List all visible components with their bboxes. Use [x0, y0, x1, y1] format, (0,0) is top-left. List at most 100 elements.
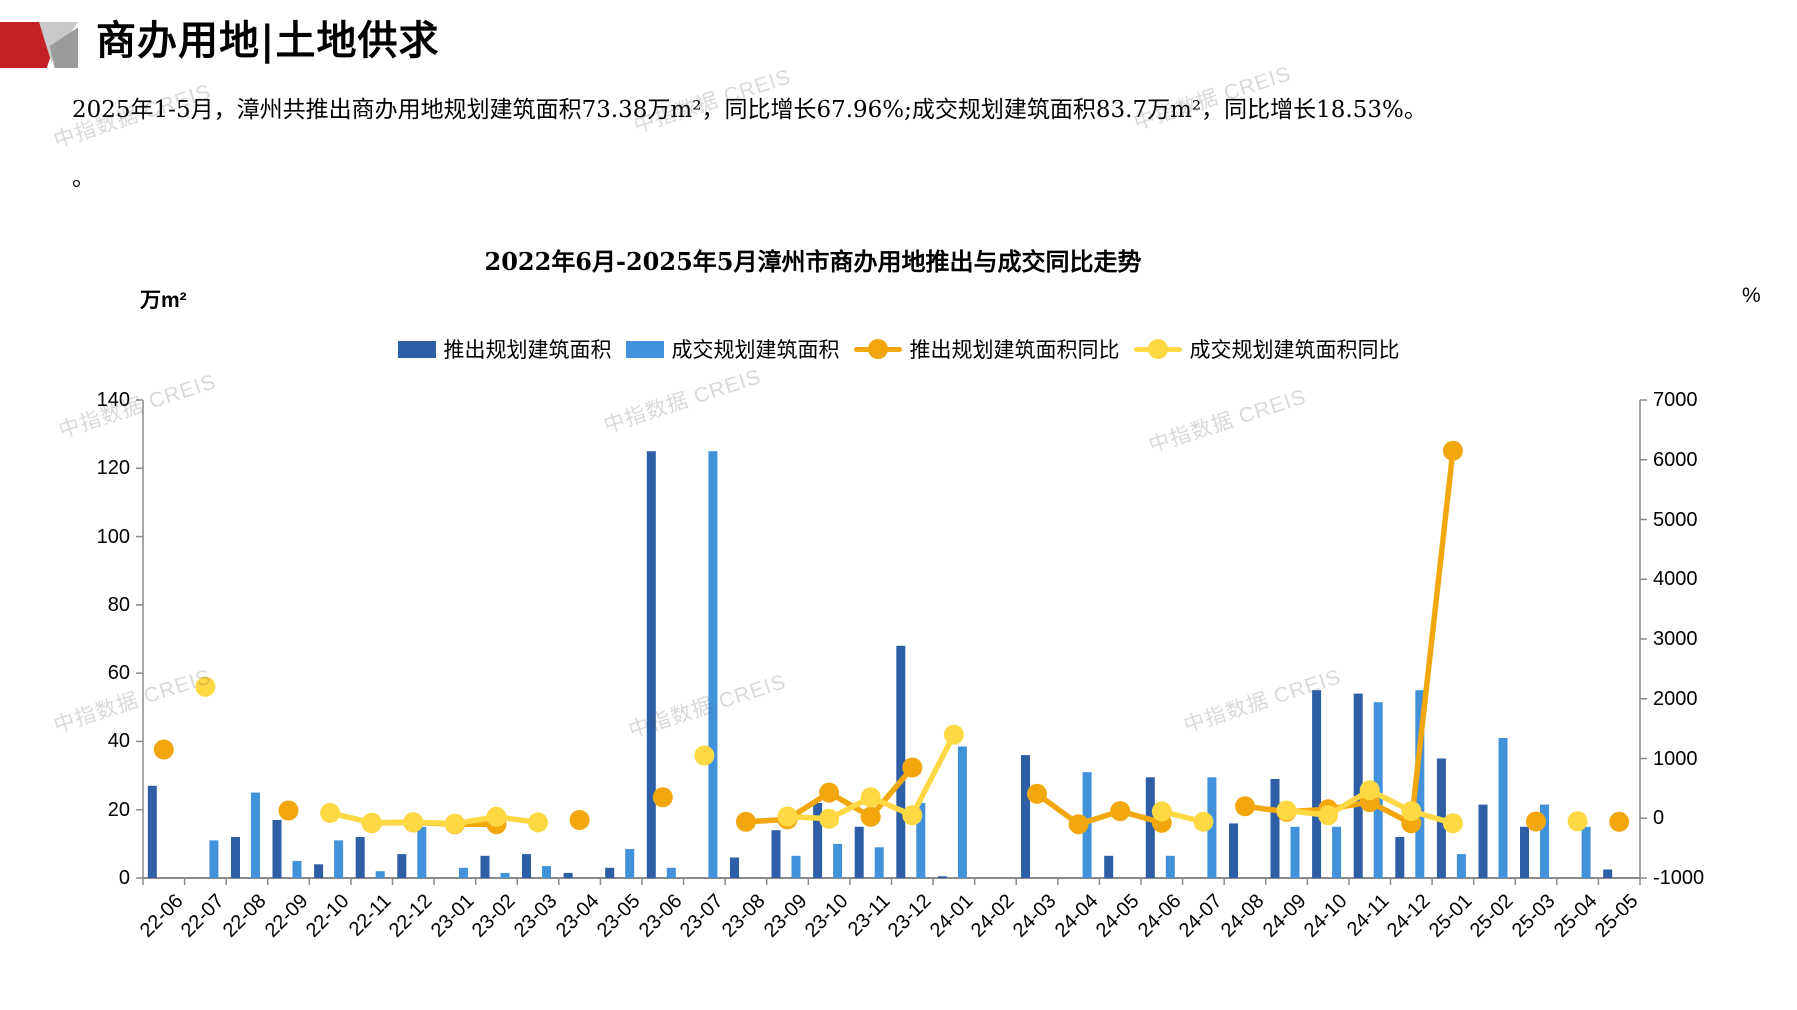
x-axis-tick: 23-05	[593, 890, 645, 942]
bar	[1165, 855, 1175, 878]
bar	[1270, 779, 1280, 878]
line-marker	[153, 739, 174, 760]
x-axis-tick: 24-02	[967, 890, 1020, 942]
line-marker	[694, 745, 715, 766]
x-axis-tick: 23-09	[759, 890, 812, 942]
bar	[854, 826, 864, 878]
bar	[771, 830, 781, 878]
x-axis-tick: 22-09	[260, 890, 313, 942]
line-marker	[1110, 801, 1131, 822]
x-axis-tick: 23-06	[634, 890, 687, 942]
x-axis-tick: 22-11	[344, 890, 396, 941]
x-axis-tick: 22-06	[135, 890, 188, 942]
line-marker	[860, 787, 881, 808]
bar	[605, 867, 615, 878]
line-marker	[1068, 814, 1089, 835]
bar	[666, 867, 676, 878]
legend-label: 推出规划建筑面积	[443, 338, 612, 362]
page-title: 商办用地|土地供求	[96, 17, 440, 64]
chart-svg	[136, 399, 1647, 885]
bar	[1104, 855, 1114, 878]
legend-label: 成交规划建筑面积	[671, 338, 840, 362]
bar	[708, 451, 718, 878]
x-axis-tick: 25-02	[1466, 890, 1519, 942]
bar	[1353, 693, 1363, 878]
line-marker	[361, 812, 382, 833]
bar	[334, 840, 344, 878]
line-marker	[1609, 811, 1630, 832]
left-axis-tick: 120	[96, 457, 130, 480]
x-axis-tick: 23-10	[800, 890, 853, 942]
line-marker	[1276, 800, 1297, 821]
line-marker	[1401, 801, 1422, 822]
bar	[1456, 854, 1466, 878]
bar	[209, 840, 219, 878]
x-axis-tick: 22-10	[301, 890, 354, 942]
left-axis-tick: 0	[118, 867, 130, 889]
plot-area	[136, 399, 1647, 885]
x-axis-tick: 25-01	[1424, 890, 1477, 942]
bar	[458, 867, 468, 878]
x-axis-tick: 24-12	[1383, 890, 1435, 942]
summary-text: 2025年1-5月，漳州共推出商办用地规划建筑面积73.38万m²，同比增长67…	[72, 97, 1427, 123]
bar	[1478, 804, 1488, 878]
x-axis-tick: 23-07	[676, 890, 728, 942]
x-axis-tick: 24-04	[1050, 890, 1103, 942]
line-marker	[1359, 780, 1380, 801]
bar	[937, 876, 947, 878]
bar	[417, 826, 427, 878]
bar	[1540, 804, 1549, 878]
line-marker	[486, 806, 507, 827]
bar	[397, 854, 407, 878]
bar	[563, 872, 573, 878]
x-axis-tick: 22-12	[385, 890, 437, 942]
line-series-1	[195, 676, 1588, 834]
x-axis-tick: 24-11	[1342, 890, 1394, 941]
legend-item: 成交规划建筑面积同比	[1133, 334, 1400, 364]
bar	[646, 451, 656, 878]
bar	[292, 860, 302, 878]
legend-item: 推出规划建筑面积	[397, 334, 612, 364]
line-marker	[569, 810, 590, 830]
line-marker	[1442, 440, 1463, 461]
bar	[916, 802, 926, 878]
line-marker	[943, 724, 964, 745]
bar	[1021, 755, 1030, 878]
line-marker	[1151, 801, 1172, 822]
legend-item: 成交规划建筑面积	[625, 334, 840, 364]
x-axis-tick: 23-03	[509, 890, 562, 942]
left-axis-tick: 20	[107, 798, 130, 821]
bar	[355, 837, 365, 878]
x-axis-tick: 23-02	[468, 890, 521, 942]
right-axis-tick: 7000	[1653, 389, 1698, 411]
x-axis-tick: 24-10	[1299, 890, 1352, 942]
x-axis-tick: 25-04	[1549, 890, 1602, 942]
bar	[1498, 738, 1508, 878]
line-marker	[1442, 813, 1463, 834]
x-axis-tick: 24-07	[1175, 890, 1227, 942]
x-axis-tick: 24-06	[1133, 890, 1186, 942]
x-axis-tick: 24-03	[1008, 890, 1061, 942]
line-marker	[860, 806, 881, 827]
right-axis-tick: 3000	[1653, 628, 1698, 650]
left-axis-tick: 40	[107, 730, 130, 753]
x-axis-tick: 23-11	[843, 890, 895, 941]
line-marker	[652, 787, 673, 808]
left-axis-tick: 140	[96, 389, 130, 411]
left-axis-unit: 万m²	[140, 289, 187, 312]
right-axis-tick: 5000	[1653, 508, 1698, 531]
line-marker	[1567, 811, 1588, 832]
bar	[480, 855, 490, 878]
x-axis-tick: 24-05	[1092, 890, 1144, 942]
legend-label: 推出规划建筑面积同比	[909, 338, 1120, 362]
x-axis-tick: 23-01	[426, 890, 479, 942]
x-axis-tick: 25-03	[1507, 890, 1560, 942]
bar	[1603, 869, 1613, 878]
x-axis-tick: 23-04	[551, 890, 604, 942]
bar	[375, 871, 385, 878]
legend-line-swatch	[1133, 339, 1182, 359]
bar	[231, 837, 240, 878]
bar	[1290, 826, 1300, 878]
right-axis-unit: %	[1742, 284, 1761, 307]
